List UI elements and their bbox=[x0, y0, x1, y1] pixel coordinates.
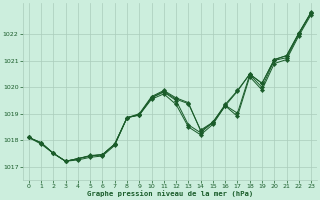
X-axis label: Graphe pression niveau de la mer (hPa): Graphe pression niveau de la mer (hPa) bbox=[87, 190, 253, 197]
